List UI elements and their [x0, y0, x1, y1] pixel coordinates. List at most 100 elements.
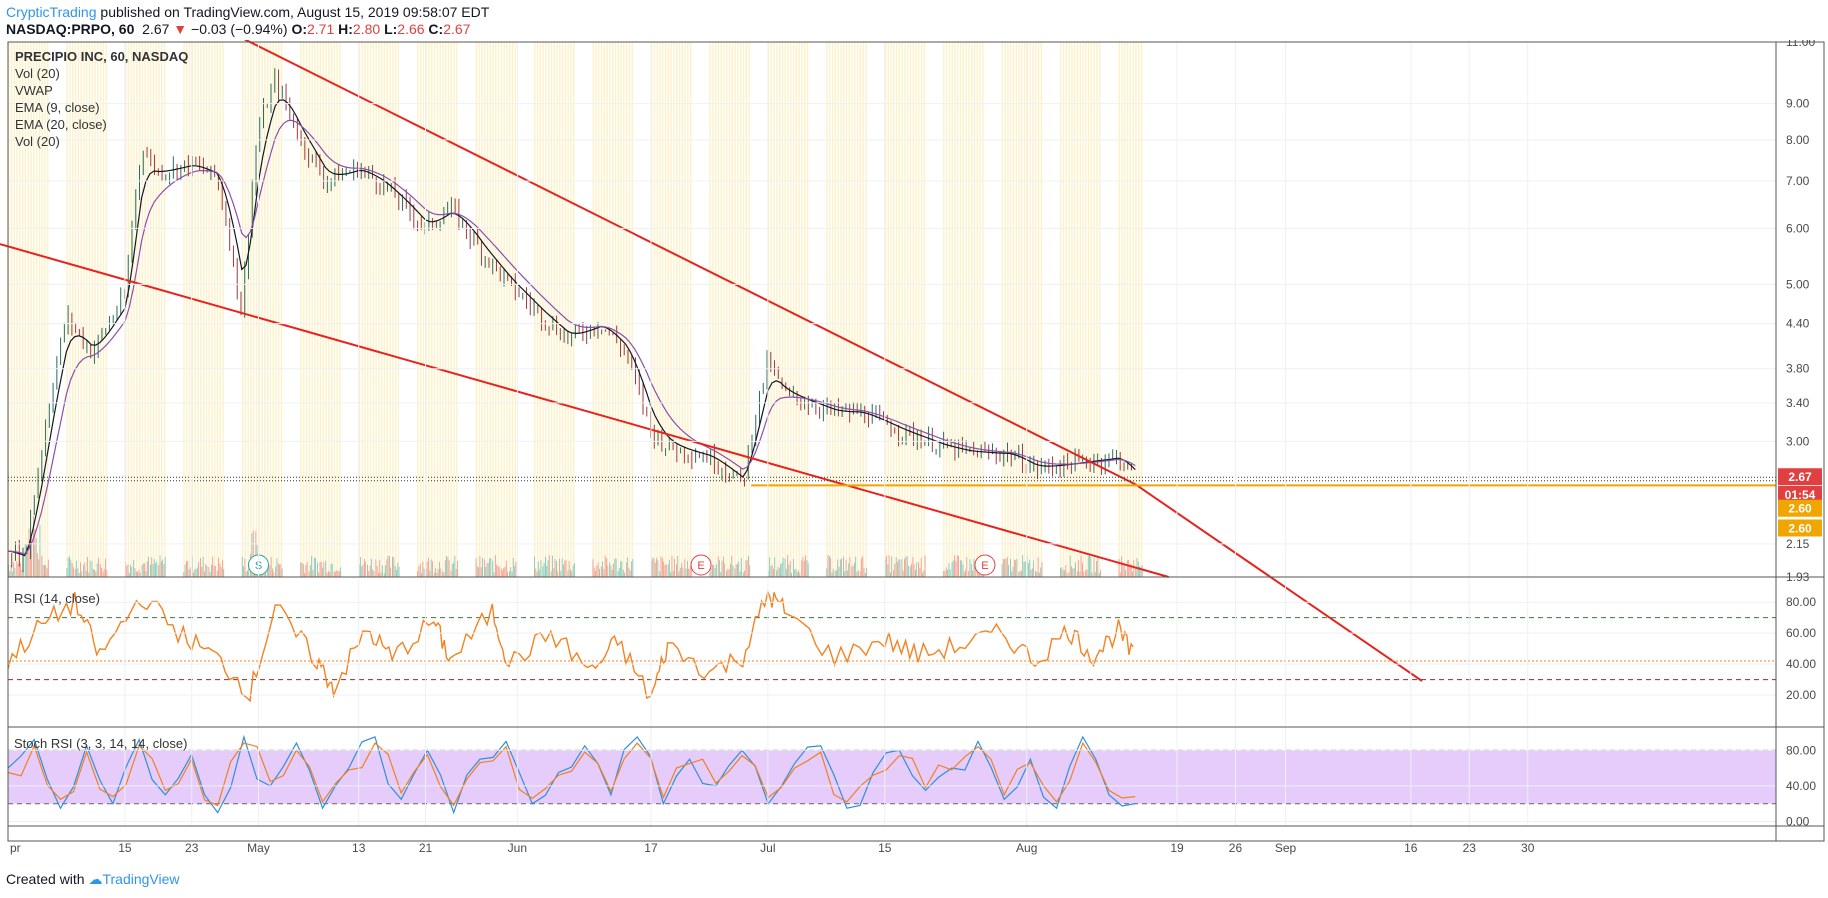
down-arrow-icon: ▼: [173, 21, 188, 37]
session-stripe: [837, 42, 839, 577]
volume-bar: [947, 569, 948, 577]
volume-bar: [1123, 564, 1125, 577]
session-stripe: [826, 42, 828, 577]
volume-bar: [773, 568, 774, 577]
volume-bar: [1073, 567, 1075, 577]
session-stripe: [66, 42, 68, 577]
volume-bar: [444, 560, 446, 577]
session-stripe: [202, 42, 205, 577]
volume-bar: [372, 569, 374, 577]
volume-bar: [1002, 558, 1004, 577]
high-label: H:: [338, 21, 353, 37]
session-stripe: [545, 42, 547, 577]
volume-bar: [156, 561, 158, 577]
volume-bar: [713, 564, 715, 577]
volume-bar: [453, 562, 455, 577]
stoch-rsi-pane[interactable]: [7, 734, 1776, 815]
session-stripe: [1085, 42, 1087, 577]
event-marker: E: [690, 554, 712, 576]
volume-bar: [489, 558, 491, 577]
volume-bar: [1129, 566, 1131, 577]
volume-bar: [537, 561, 539, 577]
volume-bar: [476, 566, 478, 577]
low-value: 2.66: [397, 21, 425, 37]
volume-bar: [361, 566, 363, 577]
volume-bar: [326, 572, 328, 577]
volume-bar: [515, 561, 517, 577]
low-label: L:: [384, 21, 398, 37]
volume-bar: [1041, 562, 1043, 577]
volume-bar: [959, 560, 961, 577]
volume-bar: [397, 562, 399, 577]
session-stripe: [141, 42, 143, 577]
rsi-tick-label: 80.00: [1786, 595, 1816, 609]
volume-bar: [969, 559, 971, 577]
volume-bar: [744, 570, 745, 577]
volume-bar: [311, 555, 313, 577]
session-stripe: [884, 42, 887, 577]
volume-bar: [798, 570, 799, 577]
session-stripe: [598, 42, 600, 577]
session-stripe: [1012, 42, 1015, 577]
session-stripe: [191, 42, 194, 577]
session-stripe: [1090, 42, 1093, 577]
stoch-d-line: [7, 741, 1136, 807]
volume-bar: [863, 567, 865, 577]
volume-bar: [565, 559, 567, 577]
volume-bar: [380, 572, 382, 577]
volume-bar: [554, 558, 556, 577]
price-tag-bg: [1778, 486, 1822, 504]
volume-bar: [974, 561, 976, 577]
session-stripe: [556, 42, 558, 577]
session-stripe: [130, 42, 132, 577]
stoch-tick-label: 0.00: [1786, 815, 1810, 829]
session-stripe: [959, 42, 962, 577]
volume-bar: [443, 572, 445, 577]
volume-bar: [745, 560, 747, 577]
chart-canvas[interactable]: SEE 11.009.008.007.006.005.004.403.803.4…: [0, 40, 1828, 866]
volume-bar: [834, 571, 836, 577]
session-stripe: [600, 42, 603, 577]
volume-bar: [1061, 567, 1063, 577]
volume-bar: [684, 559, 686, 577]
session-stripe: [767, 42, 770, 577]
volume-bar: [398, 566, 400, 577]
volume-bar: [777, 566, 779, 577]
session-stripe: [904, 42, 906, 577]
volume-bar: [1031, 568, 1033, 577]
session-stripe: [1029, 42, 1031, 577]
event-marker: E: [974, 554, 996, 576]
session-stripe: [439, 42, 441, 577]
tradingview-link[interactable]: TradingView: [102, 871, 180, 887]
volume-bar: [912, 556, 914, 577]
session-stripe: [1040, 42, 1043, 577]
volume-bar: [731, 555, 733, 577]
volume-bar: [220, 566, 222, 577]
volume-bar: [737, 563, 738, 577]
session-stripe: [419, 42, 422, 577]
publish-line: CrypticTrading published on TradingView.…: [6, 4, 489, 21]
volume-bar: [383, 572, 385, 577]
volume-bar: [924, 555, 926, 577]
session-stripe: [1023, 42, 1026, 577]
stoch-rsi-title: Stoch RSI (3, 3, 14, 14, close): [14, 736, 187, 751]
session-stripe: [1060, 42, 1062, 577]
volume-bar: [657, 560, 659, 577]
price-pane[interactable]: SEE: [0, 40, 1776, 682]
session-stripe: [369, 42, 372, 577]
session-stripe: [244, 42, 246, 577]
volume-bar: [203, 571, 205, 577]
volume-bar: [9, 570, 11, 577]
volume-bar: [628, 567, 630, 577]
session-stripe: [85, 42, 88, 577]
rsi-pane[interactable]: [7, 589, 1776, 703]
session-stripe: [500, 42, 503, 577]
session-stripe: [397, 42, 400, 577]
volume-bar: [440, 568, 442, 577]
volume-bar: [1013, 559, 1015, 577]
session-stripe: [436, 42, 439, 577]
volume-bar: [480, 567, 482, 577]
author-link[interactable]: CrypticTrading: [6, 4, 97, 20]
session-stripe: [486, 42, 489, 577]
volume-bar: [1066, 572, 1068, 577]
